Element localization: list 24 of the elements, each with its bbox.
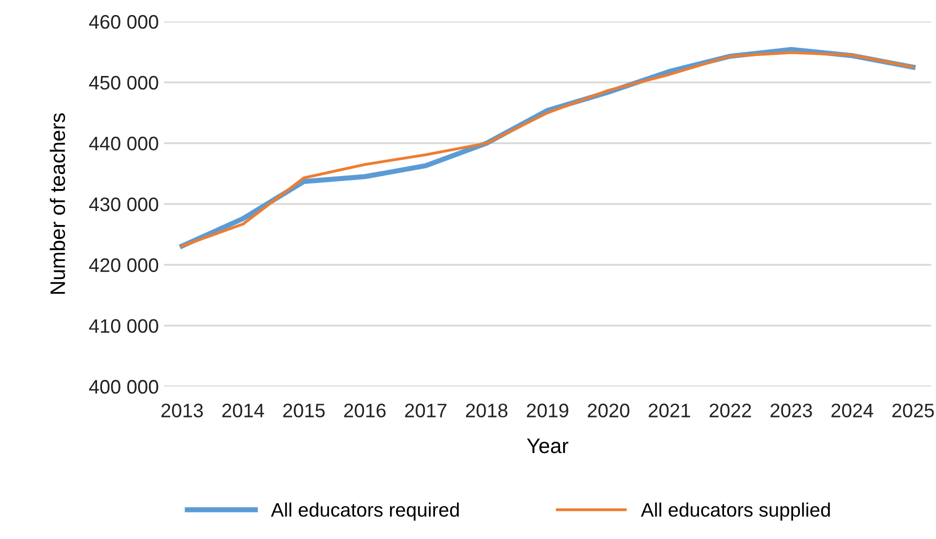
legend-label: All educators supplied [640, 502, 830, 521]
legend-label: All educators required [270, 502, 459, 521]
y-tick-label: 410 000 [89, 319, 158, 333]
x-tick-label: 2023 [770, 404, 812, 418]
x-tick-label: 2016 [344, 404, 386, 418]
x-tick-label: 2020 [588, 404, 630, 418]
y-tick-label: 400 000 [89, 380, 158, 394]
x-tick-label: 2021 [648, 404, 690, 418]
x-axis-title: Year [526, 438, 568, 454]
x-tick-label: 2022 [710, 404, 751, 418]
x-tick-label: 2018 [466, 404, 508, 418]
y-tick-label: 460 000 [89, 15, 158, 29]
x-tick-label: 2019 [526, 404, 568, 418]
y-tick-label: 430 000 [89, 197, 158, 212]
x-tick-label: 2013 [161, 404, 203, 418]
x-tick-label: 2025 [892, 404, 934, 418]
x-tick-label: 2014 [222, 404, 264, 418]
y-tick-label: 450 000 [89, 76, 158, 90]
y-tick-label: 420 000 [89, 258, 158, 272]
y-tick-label: 440 000 [89, 136, 158, 150]
x-tick-label: 2015 [283, 404, 325, 418]
y-axis-title: Number of teachers [50, 113, 66, 294]
x-tick-label: 2024 [831, 404, 874, 418]
x-tick-label: 2017 [405, 404, 446, 418]
